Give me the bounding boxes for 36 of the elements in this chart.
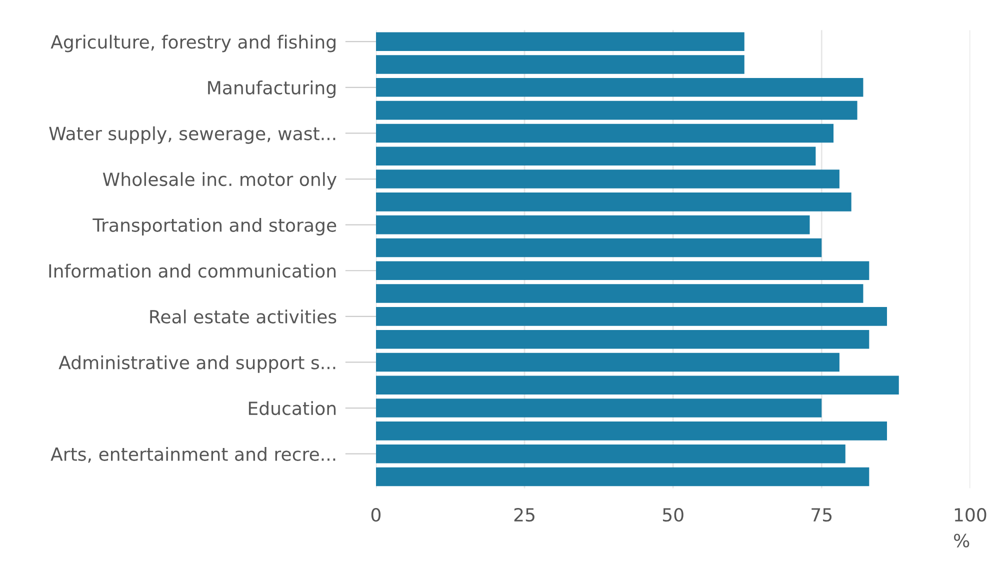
y-tick-label: Administrative and support s...	[58, 355, 336, 373]
x-tick-label: 0	[371, 508, 381, 522]
bar	[376, 284, 864, 303]
bar	[376, 170, 840, 188]
bar	[376, 307, 887, 326]
y-tick-label: Real estate activities	[150, 310, 336, 324]
bar	[376, 444, 846, 464]
y-tick-label: Education	[248, 401, 336, 416]
y-tick-label: Wholesale inc. motor only	[102, 172, 337, 190]
bar	[376, 215, 810, 234]
y-tick-label: Water supply, sewerage, wast...	[49, 126, 336, 144]
bar	[376, 330, 870, 349]
y-tick-label: Information and communication	[49, 264, 336, 278]
y-tick-label: Manufacturing	[208, 80, 336, 98]
bar	[376, 261, 870, 280]
y-tick-label: Arts, entertainment and recre...	[50, 446, 336, 463]
bar	[376, 467, 870, 486]
bar	[376, 124, 834, 143]
bar	[376, 238, 822, 258]
bar	[376, 100, 858, 120]
x-tick-label: 75	[812, 508, 832, 522]
bar	[376, 146, 816, 166]
x-axis-title: %	[954, 534, 970, 548]
y-tick-label: Transportation and storage	[92, 218, 336, 236]
x-tick-label: 50	[662, 508, 684, 522]
bar	[376, 376, 899, 395]
x-tick-label: 100	[954, 508, 986, 522]
bar	[376, 55, 744, 74]
bar	[376, 422, 887, 440]
bar	[376, 192, 852, 212]
y-tick-label: Agriculture, forestry and fishing	[50, 34, 336, 52]
x-tick-label: 25	[514, 508, 534, 522]
bar	[376, 398, 822, 418]
bar	[376, 32, 744, 51]
bar	[376, 352, 840, 372]
bar	[376, 78, 864, 97]
